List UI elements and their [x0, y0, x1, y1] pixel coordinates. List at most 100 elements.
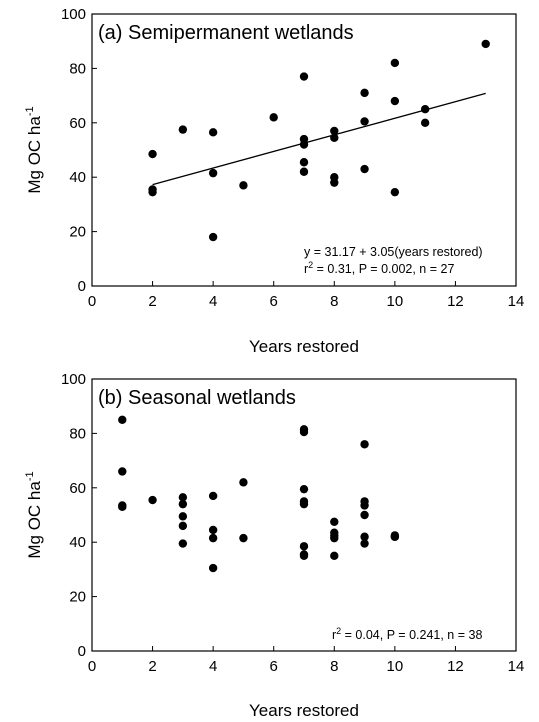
data-point: [360, 117, 369, 126]
y-tick-label: 60: [69, 480, 86, 497]
x-tick-label: 6: [270, 293, 278, 310]
data-point: [299, 140, 309, 149]
data-point: [330, 178, 339, 187]
y-tick-label: 60: [69, 115, 86, 132]
data-point: [360, 532, 369, 541]
x-axis: 0 2 4 6 8 10 12 14: [88, 281, 525, 310]
data-point: [178, 539, 188, 548]
x-tick-label: 14: [508, 658, 525, 675]
y-tick-label: 0: [78, 643, 86, 660]
chart-title: (a) Semipermanent wetlands: [98, 22, 354, 44]
y-tick-label: 0: [78, 278, 86, 295]
stats-summary: r2 = 0.31, P = 0.002, n = 27: [304, 260, 454, 276]
x-tick-label: 2: [148, 293, 156, 310]
data-points: [148, 39, 490, 242]
data-point: [148, 187, 157, 197]
y-tick-label: 40: [69, 169, 86, 186]
data-point: [360, 510, 369, 520]
data-point: [148, 495, 157, 505]
data-point: [118, 467, 127, 476]
data-point: [390, 187, 400, 197]
y-axis-title: Mg OC ha-1: [24, 106, 44, 193]
data-point: [208, 491, 218, 501]
data-point: [330, 517, 339, 526]
data-points: [118, 415, 400, 573]
data-point: [178, 493, 188, 502]
data-point: [299, 427, 309, 437]
y-tick-label: 80: [69, 60, 86, 77]
data-point: [299, 158, 309, 167]
data-point: [299, 542, 309, 551]
chart-title: (b) Seasonal wetlands: [98, 387, 296, 409]
y-tick-label: 80: [69, 425, 86, 442]
data-point: [299, 484, 309, 494]
panel-seasonal: (b) Seasonal wetlands 0 20 40 60 80 100 0 2 4 6 8…: [24, 371, 524, 720]
x-tick-label: 12: [447, 293, 464, 310]
x-tick-label: 14: [508, 293, 525, 310]
data-point: [178, 512, 188, 521]
data-point: [239, 533, 248, 543]
regression-equation: y = 31.17 + 3.05(years restored): [304, 245, 483, 259]
data-point: [208, 533, 218, 543]
regression-line: [152, 92, 486, 186]
data-point: [178, 521, 188, 531]
data-point: [390, 532, 400, 541]
data-point: [360, 440, 369, 449]
x-tick-label: 0: [88, 293, 96, 310]
y-tick-label: 20: [69, 589, 86, 606]
data-point: [390, 96, 400, 106]
panel-semipermanent: (a) Semipermanent wetlands 020406080100 …: [24, 6, 524, 356]
x-tick-label: 8: [330, 658, 338, 675]
data-point: [360, 88, 369, 98]
y-axis-title: Mg OC ha-1: [24, 471, 44, 558]
x-tick-label: 4: [209, 658, 217, 675]
data-point: [330, 126, 339, 136]
x-tick-label: 2: [148, 658, 156, 675]
x-tick-label: 10: [387, 293, 404, 310]
y-tick-label: 100: [61, 371, 86, 388]
x-tick-label: 10: [387, 658, 404, 675]
data-point: [299, 499, 309, 509]
data-point: [360, 164, 369, 174]
data-point: [299, 551, 309, 560]
x-axis-title: Years restored: [249, 337, 359, 356]
y-axis: 0 20 40 60 80 100: [61, 6, 97, 295]
data-point: [208, 525, 218, 535]
x-tick-label: 4: [209, 293, 217, 310]
data-point: [239, 181, 248, 190]
data-point: [239, 478, 248, 487]
x-axis: 0 2 4 6 8 10 12 14: [88, 646, 525, 675]
data-point: [481, 39, 490, 49]
data-point: [208, 232, 218, 242]
x-tick-label: 6: [270, 658, 278, 675]
y-tick-label: 100: [61, 6, 86, 23]
data-point: [360, 501, 369, 510]
x-tick-label: 12: [447, 658, 464, 675]
data-point: [208, 563, 218, 573]
x-tick-label: 0: [88, 658, 96, 675]
data-point: [390, 58, 400, 68]
data-point: [299, 72, 309, 81]
data-point: [299, 167, 309, 176]
data-point: [208, 128, 218, 137]
data-point: [178, 125, 188, 134]
x-tick-label: 8: [330, 293, 338, 310]
data-point: [118, 502, 127, 512]
data-point: [420, 105, 430, 114]
data-point: [330, 133, 339, 142]
data-point: [420, 118, 430, 128]
stats-summary: r2 = 0.04, P = 0.241, n = 38: [332, 626, 482, 642]
data-point: [330, 551, 339, 560]
data-point: [118, 415, 127, 424]
data-point: [178, 499, 188, 509]
y-axis: 0 20 40 60 80 100: [61, 371, 97, 660]
y-tick-label: 20: [69, 224, 86, 241]
data-point: [208, 168, 218, 178]
data-point: [360, 539, 369, 548]
data-point: [330, 533, 339, 543]
data-point: [269, 113, 278, 122]
x-axis-title: Years restored: [249, 701, 359, 720]
data-point: [148, 149, 157, 159]
plot-frame: [91, 378, 517, 652]
